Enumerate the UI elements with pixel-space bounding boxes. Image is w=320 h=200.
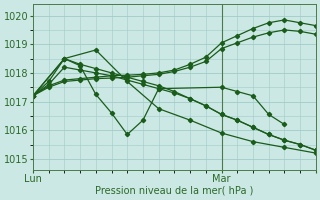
X-axis label: Pression niveau de la mer( hPa ): Pression niveau de la mer( hPa ) xyxy=(95,186,253,196)
